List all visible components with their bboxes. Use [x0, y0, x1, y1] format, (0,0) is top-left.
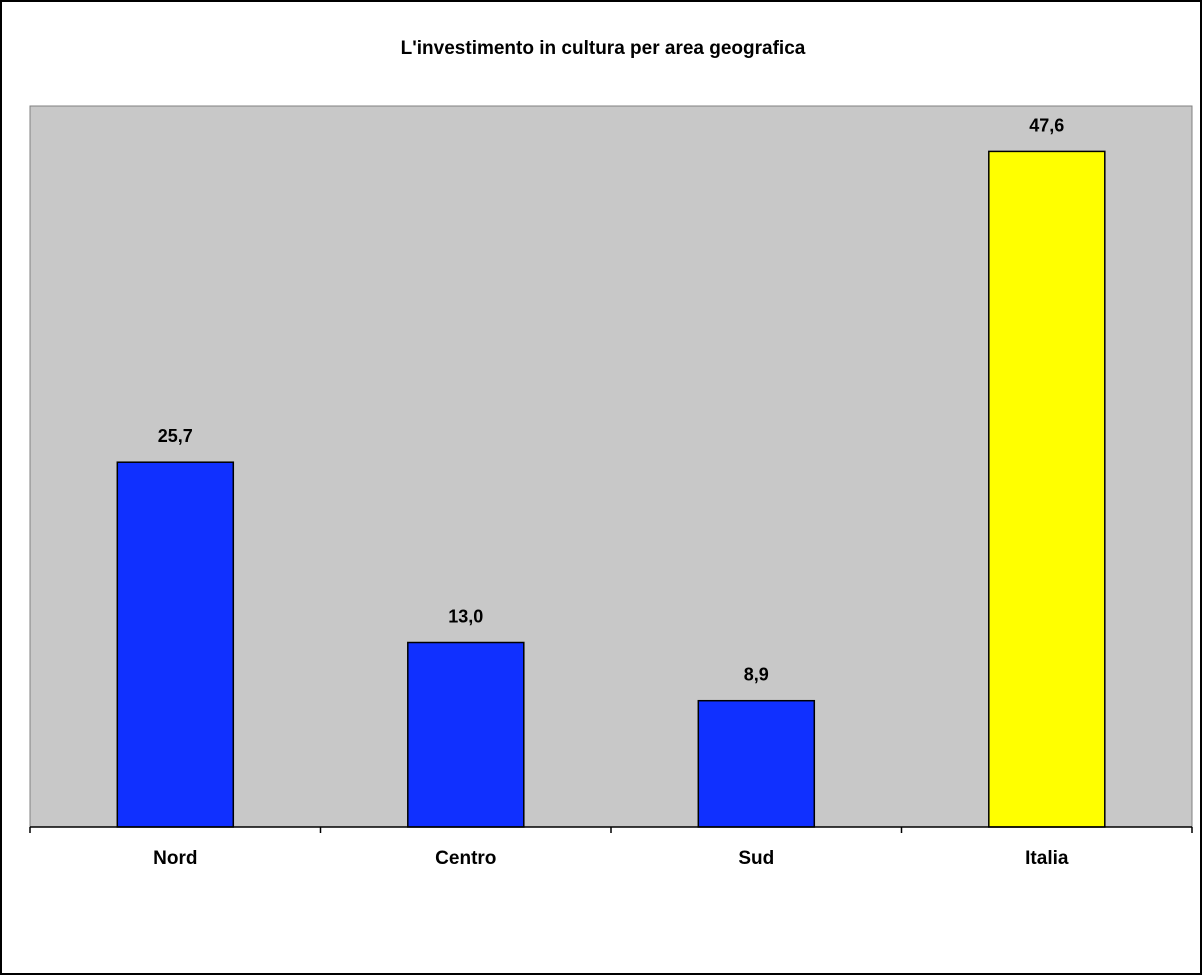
chart-title: L'investimento in cultura per area geogr… — [401, 38, 806, 59]
bar-italia — [988, 150, 1106, 828]
data-label-italia: 47,6 — [1029, 115, 1064, 135]
bar-sud — [697, 699, 816, 828]
x-tick-label-italia: Italia — [1025, 848, 1069, 869]
bar-centro — [407, 641, 525, 828]
data-label-nord: 25,7 — [158, 426, 193, 446]
x-tick-label-centro: Centro — [435, 848, 496, 869]
data-label-centro: 13,0 — [448, 607, 483, 627]
bar-nord — [116, 461, 235, 828]
data-label-sud: 8,9 — [744, 665, 769, 685]
x-tick-label-nord: Nord — [153, 848, 197, 869]
bars-layer: 25,7 13,0 8,9 47,6 — [116, 115, 1106, 828]
x-tick-label-sud: Sud — [738, 848, 774, 869]
x-axis: Nord Centro Sud Italia — [29, 826, 1193, 869]
